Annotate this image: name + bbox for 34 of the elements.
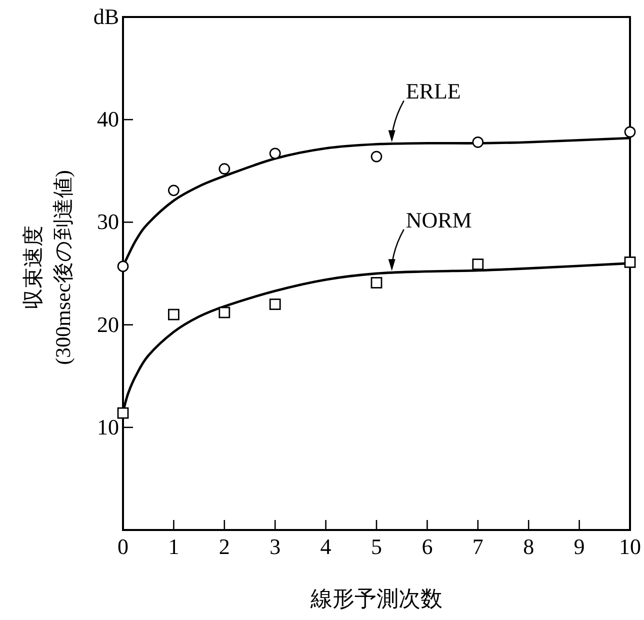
point xyxy=(370,150,382,162)
x-tick-label: 1 xyxy=(168,534,180,559)
point xyxy=(168,184,180,196)
point xyxy=(624,126,636,138)
point xyxy=(218,306,230,318)
point xyxy=(472,258,484,270)
x-tick-label: 2 xyxy=(218,534,230,559)
y-tick-label: 20 xyxy=(97,312,119,337)
point xyxy=(472,136,484,148)
x-tick-label: 9 xyxy=(574,534,585,559)
point xyxy=(117,407,129,419)
y-tick-label: 30 xyxy=(97,209,119,234)
point xyxy=(370,277,382,288)
x-tick-label: 7 xyxy=(472,534,484,559)
point xyxy=(269,148,281,160)
x-axis-title: 線形予測次数 xyxy=(310,586,442,611)
y-axis-title: 収束速度 (300msec後の到達値) xyxy=(21,170,75,365)
x-tick-label: 3 xyxy=(270,534,281,559)
point xyxy=(624,256,636,268)
x-tick-label: 0 xyxy=(118,534,128,559)
point xyxy=(269,298,281,310)
y-tick-label: dB xyxy=(93,4,119,29)
series-label: NORM xyxy=(406,207,472,232)
x-tick-label: 8 xyxy=(523,534,534,559)
point xyxy=(168,308,180,320)
point xyxy=(117,260,129,272)
x-tick-label: 6 xyxy=(422,534,433,559)
x-tick-label: 4 xyxy=(320,534,332,559)
y-tick-label: 40 xyxy=(97,106,119,132)
x-tick-label: 10 xyxy=(619,534,641,559)
point xyxy=(218,163,230,175)
series-label: ERLE xyxy=(406,78,461,104)
x-tick-label: 5 xyxy=(371,534,382,559)
y-tick-label: 10 xyxy=(97,414,119,440)
